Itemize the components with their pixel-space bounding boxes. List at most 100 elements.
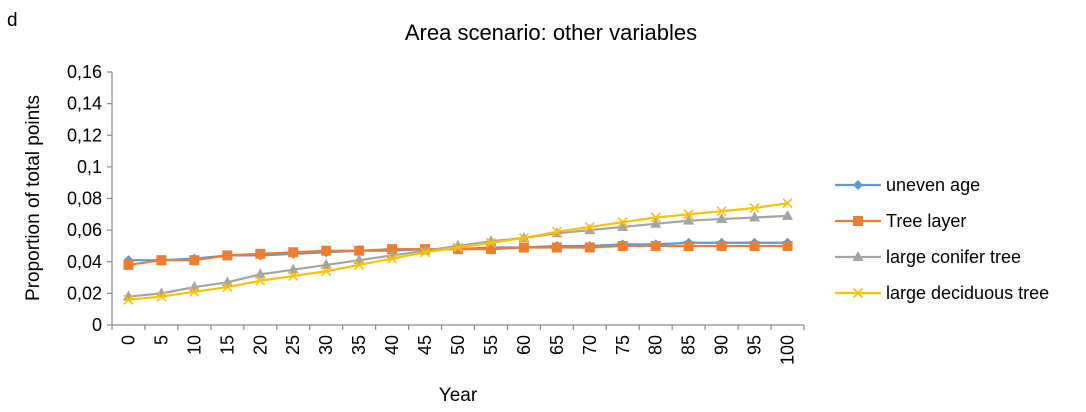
data-point-large-deciduous-tree bbox=[354, 259, 365, 270]
x-tick-label: 35 bbox=[349, 335, 369, 355]
x-tick-label: 0 bbox=[118, 335, 138, 345]
data-point-large-deciduous-tree bbox=[321, 266, 332, 277]
data-point-tree-layer bbox=[485, 244, 496, 255]
x-tick-label: 50 bbox=[448, 335, 468, 355]
x-tick-label: 45 bbox=[415, 335, 435, 355]
data-point-large-conifer-tree bbox=[617, 220, 629, 231]
data-point-large-deciduous-tree bbox=[749, 202, 760, 214]
y-tick-label: 0,12 bbox=[67, 125, 102, 145]
data-point-tree-layer bbox=[189, 255, 200, 266]
y-tick-label: 0,08 bbox=[67, 189, 102, 209]
data-point-large-deciduous-tree bbox=[683, 209, 694, 220]
legend-label: Tree layer bbox=[886, 211, 966, 231]
x-tick-label: 90 bbox=[712, 335, 732, 355]
data-point-tree-layer bbox=[683, 240, 694, 251]
x-tick-label: 85 bbox=[679, 335, 699, 355]
y-tick-label: 0,06 bbox=[67, 220, 102, 240]
data-point-large-conifer-tree bbox=[683, 214, 695, 225]
x-tick-label: 15 bbox=[217, 335, 237, 355]
data-point-large-deciduous-tree bbox=[617, 217, 628, 228]
data-point-tree-layer bbox=[255, 248, 266, 259]
x-tick-label: 100 bbox=[778, 335, 798, 365]
x-tick-label: 40 bbox=[382, 335, 402, 355]
legend-item-large-conifer-tree: large conifer tree bbox=[835, 247, 1021, 267]
legend-item-large-deciduous-tree: large deciduous tree bbox=[835, 283, 1049, 303]
x-tick-label: 75 bbox=[613, 335, 633, 355]
legend-item-tree-layer: Tree layer bbox=[835, 211, 966, 231]
x-tick-label: 80 bbox=[646, 335, 666, 355]
plot-area: 0 0,02 0,04 0,06 0,08 0,1 0,12 0,14 0,16 0 5 10 15 20… bbox=[67, 62, 805, 365]
panel-label: d bbox=[7, 10, 18, 31]
data-point-large-deciduous-tree bbox=[156, 291, 167, 302]
data-point-tree-layer bbox=[288, 247, 299, 258]
data-point-large-conifer-tree bbox=[749, 211, 761, 222]
data-point-tree-layer bbox=[782, 240, 793, 251]
x-tick-label: 10 bbox=[184, 335, 204, 355]
data-point-large-deciduous-tree bbox=[222, 281, 233, 293]
x-tick-label: 95 bbox=[745, 335, 765, 355]
data-point-large-deciduous-tree bbox=[123, 294, 134, 305]
data-point-tree-layer bbox=[222, 250, 233, 261]
x-tick-label: 30 bbox=[316, 335, 336, 355]
data-point-large-conifer-tree bbox=[287, 263, 299, 274]
data-point-tree-layer bbox=[123, 259, 134, 270]
data-point-large-deciduous-tree bbox=[387, 253, 398, 264]
legend-label: uneven age bbox=[886, 175, 980, 195]
y-tick-label: 0 bbox=[92, 315, 102, 335]
chart-title: Area scenario: other variables bbox=[405, 20, 697, 45]
legend-marker bbox=[852, 287, 864, 299]
data-point-large-deciduous-tree bbox=[288, 270, 299, 282]
data-point-large-deciduous-tree bbox=[518, 232, 529, 244]
data-point-tree-layer bbox=[584, 242, 595, 253]
legend: uneven age Tree layer large conifer tree la… bbox=[835, 175, 1049, 303]
data-point-large-deciduous-tree bbox=[419, 247, 431, 258]
data-point-tree-layer bbox=[387, 244, 398, 255]
legend-label: large conifer tree bbox=[886, 247, 1021, 267]
data-point-tree-layer bbox=[321, 245, 332, 256]
data-point-large-deciduous-tree bbox=[650, 212, 661, 223]
data-point-tree-layer bbox=[716, 240, 727, 251]
data-point-tree-layer bbox=[617, 240, 628, 251]
data-point-large-deciduous-tree bbox=[255, 275, 266, 286]
data-point-large-deciduous-tree bbox=[584, 221, 595, 233]
x-tick-label: 70 bbox=[580, 335, 600, 355]
x-tick-label: 5 bbox=[151, 335, 171, 345]
data-point-large-conifer-tree bbox=[782, 209, 794, 220]
data-point-tree-layer bbox=[518, 242, 529, 253]
x-tick-label: 65 bbox=[547, 335, 567, 355]
y-tick-label: 0,04 bbox=[67, 252, 102, 272]
data-point-large-deciduous-tree bbox=[716, 206, 727, 217]
x-tick-label: 60 bbox=[514, 335, 534, 355]
y-axis-label: Proportion of total points bbox=[23, 95, 44, 301]
data-point-large-conifer-tree bbox=[584, 224, 596, 235]
data-point-tree-layer bbox=[650, 240, 661, 251]
y-tick-label: 0,16 bbox=[67, 62, 102, 82]
y-tick-label: 0,02 bbox=[67, 283, 102, 303]
data-point-large-conifer-tree bbox=[254, 268, 266, 279]
legend-label: large deciduous tree bbox=[886, 283, 1049, 303]
data-point-tree-layer bbox=[156, 255, 167, 266]
x-tick-label: 20 bbox=[250, 335, 270, 355]
data-point-tree-layer bbox=[551, 242, 562, 253]
y-tick-label: 0,1 bbox=[77, 157, 102, 177]
legend-marker bbox=[853, 216, 863, 226]
data-point-large-deciduous-tree bbox=[485, 237, 497, 248]
data-point-large-conifer-tree bbox=[716, 213, 728, 224]
data-point-large-deciduous-tree bbox=[782, 198, 793, 209]
data-point-large-deciduous-tree bbox=[452, 242, 464, 253]
y-tick-label: 0,14 bbox=[67, 94, 102, 114]
legend-marker bbox=[853, 180, 863, 190]
data-point-large-deciduous-tree bbox=[551, 226, 562, 237]
x-axis-label: Year bbox=[439, 385, 478, 406]
legend-item-uneven-age: uneven age bbox=[835, 175, 980, 195]
data-point-large-deciduous-tree bbox=[189, 286, 200, 297]
x-tick-label: 25 bbox=[283, 335, 303, 355]
data-point-tree-layer bbox=[749, 240, 760, 251]
data-point-tree-layer bbox=[354, 245, 365, 256]
data-point-large-conifer-tree bbox=[320, 258, 332, 269]
x-tick-label: 55 bbox=[481, 335, 501, 355]
data-point-large-conifer-tree bbox=[650, 217, 662, 228]
legend-marker bbox=[852, 251, 864, 261]
